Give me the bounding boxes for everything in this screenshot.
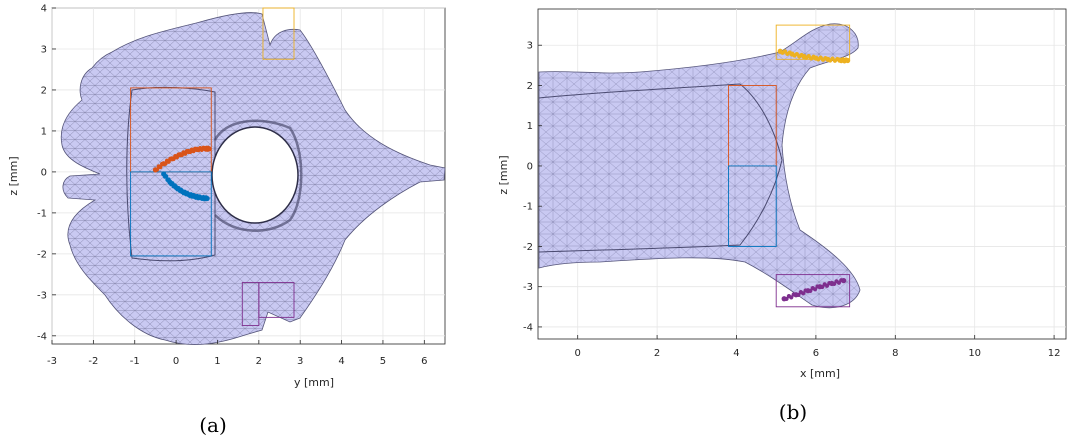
panel-a-points [152,145,212,202]
y-tick-label: 1 [41,126,47,137]
blue-point [164,174,169,179]
x-tick-label: 6 [813,348,819,359]
orange-point [206,146,212,152]
orange-point [154,167,160,172]
x-tick-label: 12 [1048,348,1061,359]
vertebral-body-side-outline [538,83,783,253]
x-tick-label: 4 [338,356,344,367]
y-tick-label: 2 [527,81,533,92]
panel-b-points [777,48,851,302]
purple-point [784,296,789,302]
panel-a-boxes [130,7,295,327]
y-tick-label: 0 [527,161,533,172]
vertebra-mesh-side-texture [539,23,860,308]
x-tick-label: 3 [297,356,303,367]
purple-point [841,278,847,284]
canal-dense-edge [213,119,303,232]
x-tick-label: 5 [380,356,386,367]
yellow-point [845,57,851,64]
x-tick-label: 2 [256,356,262,367]
y-tick-label: 3 [41,44,47,55]
purple-point [789,295,794,300]
x-tick-label: 6 [421,356,427,367]
panel-b-xlabel: x [mm] [800,367,840,380]
y-tick-label: -4 [37,331,47,342]
panel-b-caption: (b) [779,400,807,424]
y-tick-label: 0 [41,167,47,178]
x-tick-label: -2 [88,356,98,367]
purple-point [813,287,818,292]
x-tick-label: 4 [733,348,739,359]
x-tick-label: 0 [173,356,179,367]
purple-point [796,292,801,298]
y-tick-label: 2 [41,85,47,96]
panel-a-xlabel: y [mm] [294,376,334,389]
panel-a-caption: (a) [199,413,227,437]
purple-point [801,291,806,296]
y-tick-label: -2 [523,242,533,253]
purple-point [808,288,813,294]
y-tick-label: -1 [523,202,533,213]
blue-roi-box [728,165,777,247]
yellow-roi-box [262,7,295,60]
x-tick-label: 2 [654,348,660,359]
panel-a: -3 -2 -1 0 1 2 3 4 5 6 4 3 2 1 0 -1 -2 -3 -4 y [mm] z [mm]… [7,4,446,437]
y-tick-label: 3 [527,41,533,52]
y-tick-label: -4 [523,322,533,333]
y-tick-label: -3 [37,290,47,301]
x-tick-label: -3 [47,356,57,367]
panel-a-ylabel: z [mm] [7,156,20,195]
y-tick-label: 4 [41,4,47,15]
x-tick-label: 10 [968,348,981,359]
y-tick-label: -2 [37,249,47,260]
y-tick-label: -3 [523,282,533,293]
blue-roi-box [130,171,212,257]
x-tick-label: -1 [130,356,140,367]
purple-roi-box [775,274,851,308]
blue-point [204,195,210,202]
panel-a-ticks: -3 -2 -1 0 1 2 3 4 5 6 4 3 2 1 0 -1 -2 -3 -4 [37,4,427,368]
y-tick-label: 1 [527,121,533,132]
x-tick-label: 0 [575,348,581,359]
x-tick-label: 8 [892,348,898,359]
orange-point [158,165,163,170]
x-tick-label: 1 [214,356,220,367]
purple-roi-box [258,282,295,318]
spinal-canal-hole [211,126,299,224]
panel-b-ylabel: z [mm] [497,155,510,194]
y-tick-label: -1 [37,208,47,219]
